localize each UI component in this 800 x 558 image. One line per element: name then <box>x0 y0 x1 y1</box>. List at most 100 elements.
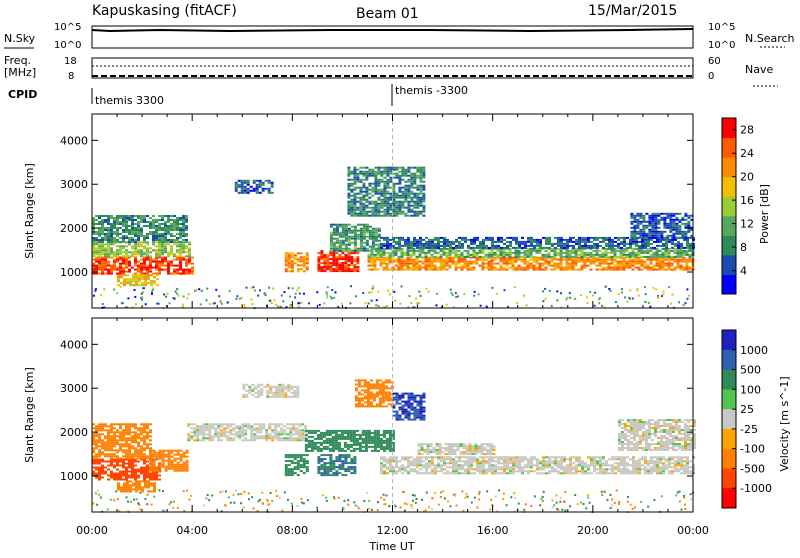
velocity-cell <box>320 458 323 460</box>
power-cell <box>368 171 371 173</box>
power-cell <box>557 267 560 269</box>
power-cell <box>371 191 374 193</box>
power-cell <box>443 269 446 271</box>
power-cell <box>620 263 623 265</box>
power-cell <box>363 228 366 230</box>
power-cell <box>632 298 634 300</box>
power-cell <box>98 229 101 231</box>
power-cell <box>617 250 620 252</box>
power-cell <box>503 252 506 254</box>
power-cell <box>253 182 256 184</box>
velocity-cell <box>332 432 335 434</box>
power-cell <box>413 201 416 203</box>
velocity-cell <box>180 450 183 452</box>
power-cell <box>128 217 131 219</box>
power-cell <box>137 235 140 237</box>
power-cell <box>419 269 422 271</box>
power-cell <box>635 261 638 263</box>
power-cell <box>259 289 261 291</box>
power-cell <box>542 290 544 292</box>
power-cell <box>437 259 440 261</box>
power-cell <box>246 287 248 289</box>
velocity-cell <box>122 463 125 465</box>
power-cell <box>351 230 354 232</box>
velocity-cell <box>110 443 113 445</box>
power-cell <box>651 233 654 235</box>
power-cell <box>363 232 366 234</box>
power-cell <box>149 265 152 267</box>
power-cell <box>137 261 140 263</box>
velocity-cell <box>128 467 131 469</box>
velocity-cell <box>107 475 110 477</box>
velocity-cell <box>275 388 278 390</box>
power-cell <box>623 241 626 243</box>
velocity-cell <box>150 454 153 456</box>
power-cell <box>470 263 473 265</box>
power-cell <box>380 195 383 197</box>
velocity-cell <box>159 454 162 456</box>
power-cell <box>348 230 351 232</box>
power-cell <box>657 227 660 229</box>
power-cell <box>650 269 653 271</box>
power-cell <box>350 262 353 264</box>
power-cell <box>135 278 138 280</box>
power-cell <box>422 245 425 247</box>
power-cell <box>144 280 147 282</box>
power-cell <box>404 175 407 177</box>
velocity-cell <box>338 454 341 456</box>
power-cell <box>149 223 152 225</box>
power-cell <box>431 247 434 249</box>
power-cell <box>633 235 636 237</box>
power-cell <box>684 237 687 239</box>
power-cell <box>339 250 342 252</box>
velocity-cell <box>208 435 211 437</box>
power-cell <box>345 240 348 242</box>
power-cell <box>335 260 338 262</box>
power-cell <box>395 173 398 175</box>
power-cell <box>104 227 107 229</box>
velocity-cell <box>300 470 303 472</box>
power-cell <box>182 269 185 271</box>
power-cell <box>395 243 398 245</box>
velocity-cell <box>107 429 110 431</box>
velocity-cell <box>117 482 120 484</box>
power-cell <box>575 265 578 267</box>
power-cell <box>129 280 132 282</box>
power-cell <box>351 242 354 244</box>
velocity-cell <box>344 436 347 438</box>
velocity-cell <box>223 431 226 433</box>
power-cell <box>623 261 626 263</box>
power-cell <box>146 233 149 235</box>
power-cell <box>380 265 383 267</box>
velocity-cell <box>297 464 300 466</box>
power-cell <box>119 247 122 249</box>
power-cell <box>371 259 374 261</box>
power-cell <box>325 291 327 293</box>
power-cell <box>333 297 335 299</box>
power-cell <box>363 234 366 236</box>
power-cell <box>647 241 650 243</box>
power-cell <box>377 269 380 271</box>
power-cell <box>515 243 518 245</box>
power-cell <box>413 177 416 179</box>
velocity-cell <box>122 465 125 467</box>
power-cell <box>354 240 357 242</box>
power-cell <box>392 252 395 254</box>
power-cell <box>630 223 633 225</box>
velocity-cell <box>262 423 265 425</box>
power-cell <box>686 263 689 265</box>
power-cell <box>672 213 675 215</box>
velocity-cell <box>119 433 122 435</box>
velocity-cell <box>153 470 156 472</box>
power-cell <box>345 236 348 238</box>
velocity-cell <box>104 467 107 469</box>
power-cell <box>431 259 434 261</box>
power-cell <box>116 261 119 263</box>
velocity-cell <box>193 431 196 433</box>
power-cell <box>161 251 164 253</box>
power-cell <box>254 290 256 292</box>
power-cell <box>140 253 143 255</box>
power-cell <box>104 267 107 269</box>
velocity-cell <box>232 429 235 431</box>
velocity-cell <box>119 449 122 451</box>
